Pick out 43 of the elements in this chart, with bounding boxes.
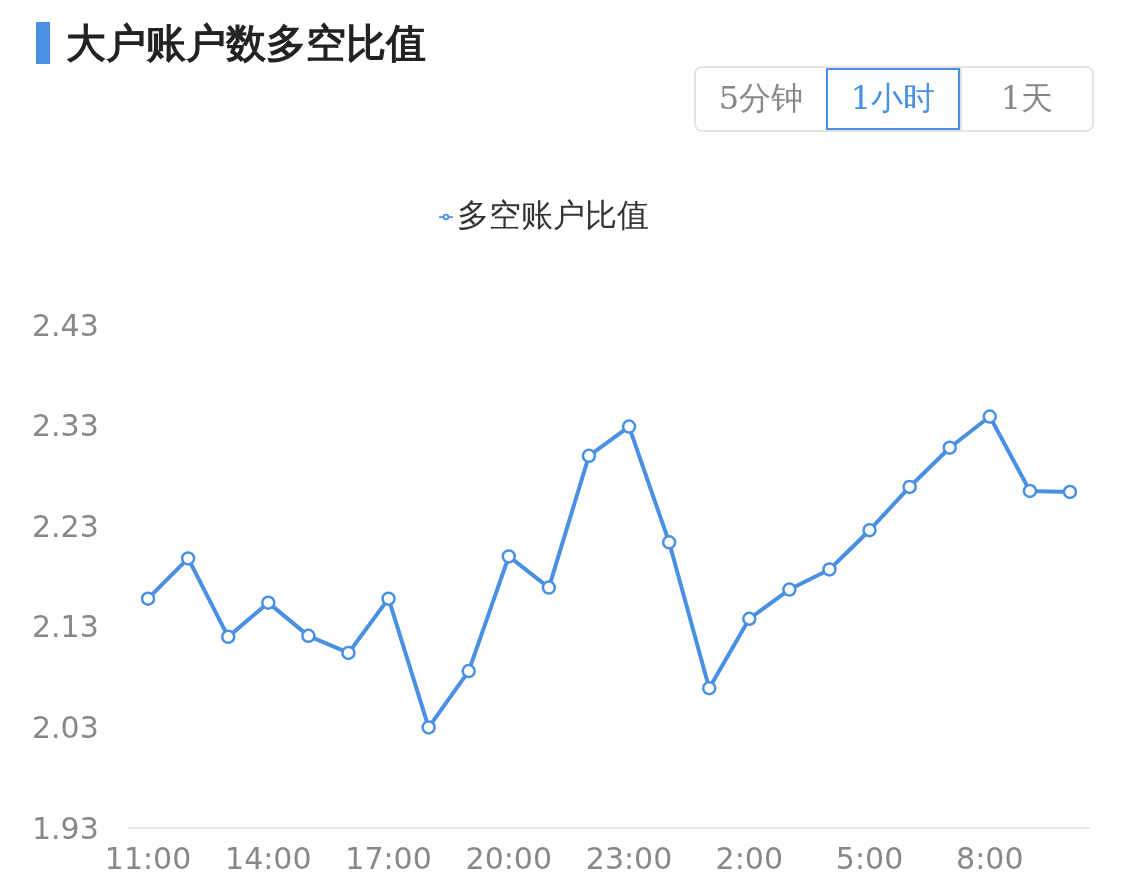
point — [1062, 484, 1078, 500]
y-tick-label: 2.03 — [32, 710, 99, 746]
point — [661, 535, 677, 550]
x-tick-label: 8:00 — [956, 841, 1024, 877]
point — [220, 629, 236, 645]
chart-title: 大户账户数多空比值 — [66, 19, 426, 68]
text: 1小时 — [826, 68, 960, 130]
y-tick-label: 2.23 — [32, 508, 99, 544]
y-tick-label: 2.13 — [32, 609, 99, 645]
point — [742, 611, 757, 626]
y-tick-label: 2.33 — [32, 408, 99, 444]
point — [140, 591, 156, 606]
legend-label: 多空账户比值 — [457, 196, 649, 234]
x-tick-label: 5:00 — [835, 841, 904, 877]
x-tick-label: 2:00 — [715, 841, 783, 877]
point — [782, 582, 797, 597]
point — [1022, 483, 1038, 499]
x-tick-label: 20:00 — [465, 841, 553, 877]
point — [301, 628, 316, 644]
point — [261, 595, 276, 610]
text: 5分钟 — [717, 78, 805, 119]
point — [701, 680, 717, 696]
point — [461, 663, 476, 679]
point — [501, 549, 517, 564]
x-tick-label: 14:00 — [225, 841, 312, 877]
point — [180, 551, 196, 566]
point — [581, 448, 597, 464]
point — [822, 562, 837, 577]
y-tick-label: 1.93 — [32, 810, 99, 846]
point — [341, 645, 356, 661]
point — [541, 580, 557, 595]
y-tick-label: 2.43 — [32, 307, 99, 343]
point — [942, 440, 957, 455]
x-tick-label: 17:00 — [345, 841, 432, 877]
x-tick-label: 11:00 — [104, 841, 192, 877]
x-tick-label: 23:00 — [585, 841, 673, 877]
point — [381, 591, 396, 606]
point — [421, 720, 436, 735]
point — [862, 522, 877, 538]
point — [982, 409, 998, 424]
point — [621, 419, 637, 434]
text: 1天 — [960, 68, 1092, 130]
point — [902, 479, 917, 495]
